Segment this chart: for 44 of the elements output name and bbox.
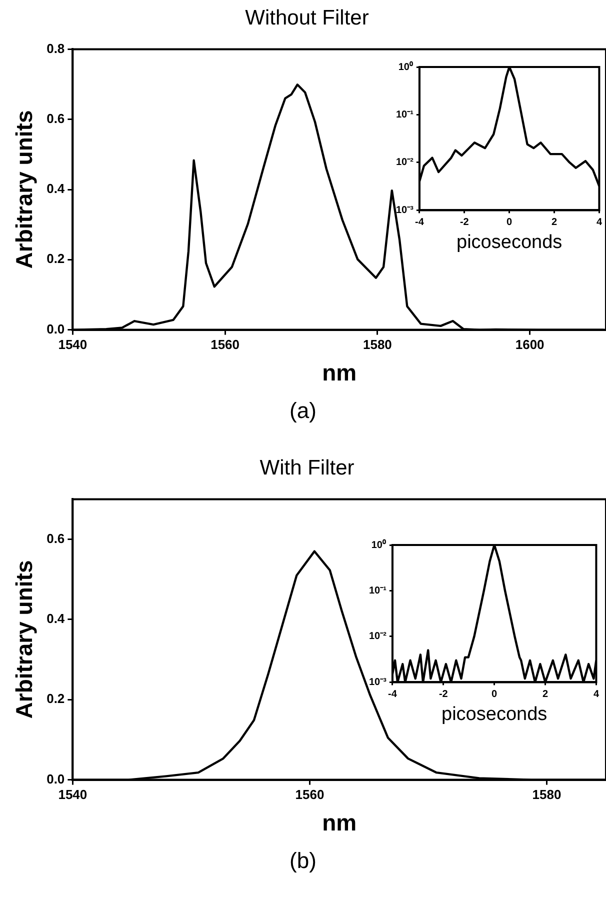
x-axis-title: picoseconds [456,232,562,253]
x-tick-label: 2 [551,216,558,228]
y-tick-label: 0.6 [46,110,65,126]
y-tick-label: 0.8 [46,40,65,56]
y-tick-label: 0.4 [46,611,66,626]
x-tick-label: 1540 [58,337,88,352]
y-tick-label: 10⁻¹ [369,585,388,596]
y-tick-label: 0.2 [46,691,65,706]
x-tick-label: 0 [506,216,513,228]
x-tick-label: -2 [460,216,470,228]
x-tick-label: 4 [593,688,600,700]
y-tick-label: 0.4 [46,181,66,196]
y-tick-label: 10⁰ [371,538,386,551]
y-tick-label: 10⁻³ [369,676,388,688]
text: (a) [288,398,318,424]
text: (b) [288,848,318,874]
y-tick-label: 10⁻¹ [396,109,414,120]
x-tick-label: 1580 [532,787,562,802]
x-tick-label: 1540 [58,787,88,802]
x-tick-label: 1560 [295,787,324,802]
x-tick-label: 4 [596,216,602,228]
y-tick-label: 0.6 [46,530,65,546]
x-tick-label: 2 [542,688,548,700]
y-tick-label: 0.0 [46,321,65,336]
x-tick-label: -2 [438,688,448,700]
x-tick-label: 0 [492,688,498,700]
y-tick-label: 10⁻² [369,631,388,642]
x-axis-title: nm [322,360,357,386]
y-tick-label: 10⁰ [398,60,414,73]
y-axis-title: Arbitrary units [11,560,38,719]
y-tick-label: 10⁻² [396,157,414,168]
y-tick-label: 0.0 [46,771,65,786]
x-tick-label: -4 [415,216,424,228]
x-axis-title: nm [322,810,357,836]
x-tick-label: 1580 [362,337,392,352]
y-tick-label: 10⁻³ [396,204,414,216]
y-axis-title: Arbitrary units [11,110,38,269]
x-tick-label: 1600 [515,337,544,352]
y-tick-label: 0.2 [46,251,65,266]
chart-title: With Filter [260,456,354,480]
chart-title: Without Filter [245,6,369,30]
x-axis-title: picoseconds [442,704,548,725]
x-tick-label: 1560 [210,337,240,352]
x-tick-label: -4 [388,688,398,700]
